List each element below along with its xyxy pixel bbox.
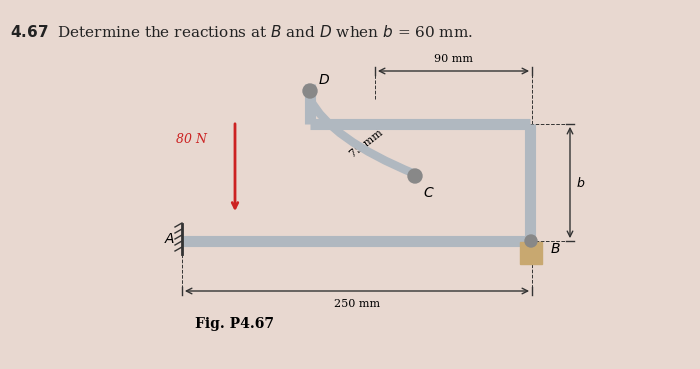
Bar — [520, 242, 542, 264]
Text: $D$: $D$ — [318, 73, 330, 87]
Text: Fig. P4.67: Fig. P4.67 — [195, 317, 274, 331]
Text: $b$: $b$ — [576, 176, 585, 190]
Text: $B$: $B$ — [550, 242, 561, 256]
Circle shape — [303, 84, 317, 98]
Text: $A$: $A$ — [164, 232, 175, 246]
Text: 250 mm: 250 mm — [334, 299, 380, 309]
Circle shape — [408, 169, 422, 183]
Text: 75 mm: 75 mm — [348, 128, 385, 160]
Text: 90 mm: 90 mm — [434, 54, 473, 64]
Circle shape — [525, 235, 537, 247]
Text: $C$: $C$ — [423, 186, 435, 200]
Text: $\bf{4.67}$  Determine the reactions at $B$ and $D$ when $b$ = 60 mm.: $\bf{4.67}$ Determine the reactions at $… — [10, 24, 473, 40]
Text: 80 N: 80 N — [176, 132, 207, 145]
